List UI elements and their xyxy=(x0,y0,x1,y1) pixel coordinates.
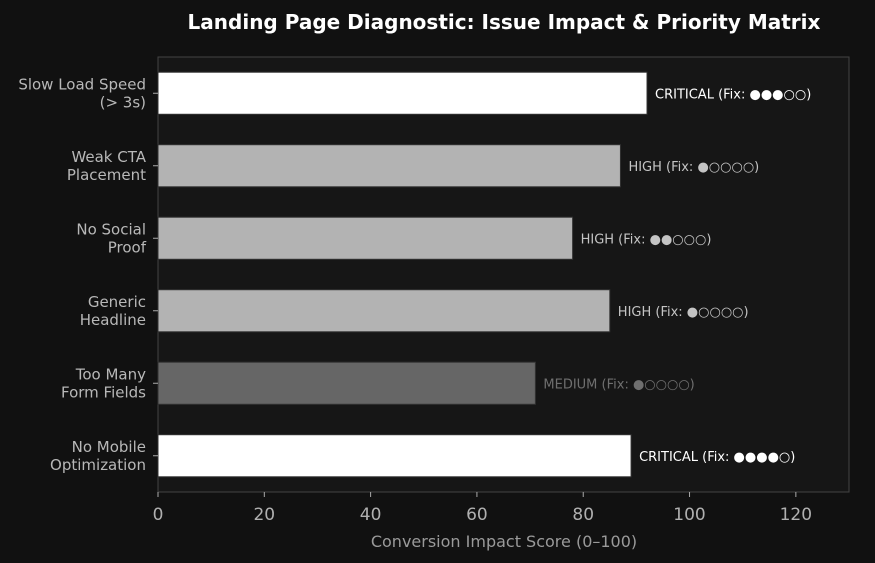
x-tick-label: 100 xyxy=(673,505,705,525)
category-label: Placement xyxy=(67,166,146,184)
x-axis-ticks: 0 20 40 60 80 100 120 xyxy=(153,492,812,525)
category-label: (> 3s) xyxy=(100,93,146,111)
chart-title: Landing Page Diagnostic: Issue Impact & … xyxy=(188,10,821,34)
bar xyxy=(157,144,621,188)
bars xyxy=(157,71,648,478)
category-label: Weak CTA xyxy=(71,148,146,166)
bar xyxy=(157,434,632,478)
x-tick-label: 20 xyxy=(253,505,275,525)
bar-annotation: HIGH (Fix: ●●○○○) xyxy=(581,232,712,247)
x-tick-label: 40 xyxy=(360,505,382,525)
category-label: No Social xyxy=(76,220,146,238)
bar-labels: CRITICAL (Fix: ●●●○○) HIGH (Fix: ●○○○○) HI… xyxy=(543,87,811,465)
bar xyxy=(157,289,611,333)
category-label: Optimization xyxy=(50,456,146,474)
category-label: Proof xyxy=(108,238,147,256)
category-label: No Mobile xyxy=(72,438,146,456)
x-tick-label: 120 xyxy=(780,505,812,525)
x-tick-label: 60 xyxy=(466,505,488,525)
category-label: Generic xyxy=(88,293,146,311)
x-tick-label: 80 xyxy=(572,505,594,525)
bar-annotation: HIGH (Fix: ●○○○○) xyxy=(618,305,749,320)
x-axis-label: Conversion Impact Score (0–100) xyxy=(371,532,637,551)
category-label: Headline xyxy=(80,311,146,329)
category-label: Form Fields xyxy=(61,383,146,401)
category-label: Too Many xyxy=(75,365,146,383)
bar xyxy=(157,361,536,405)
plot-area xyxy=(157,56,850,493)
category-label: Slow Load Speed xyxy=(18,75,146,93)
bar xyxy=(157,216,574,260)
bar-annotation: CRITICAL (Fix: ●●●○○) xyxy=(655,87,811,102)
bar xyxy=(157,71,648,115)
bar-annotation: HIGH (Fix: ●○○○○) xyxy=(628,160,759,175)
bar-annotation: MEDIUM (Fix: ●○○○○) xyxy=(543,377,694,392)
x-tick-label: 0 xyxy=(153,505,164,525)
bar-annotation: CRITICAL (Fix: ●●●●○) xyxy=(639,450,795,465)
